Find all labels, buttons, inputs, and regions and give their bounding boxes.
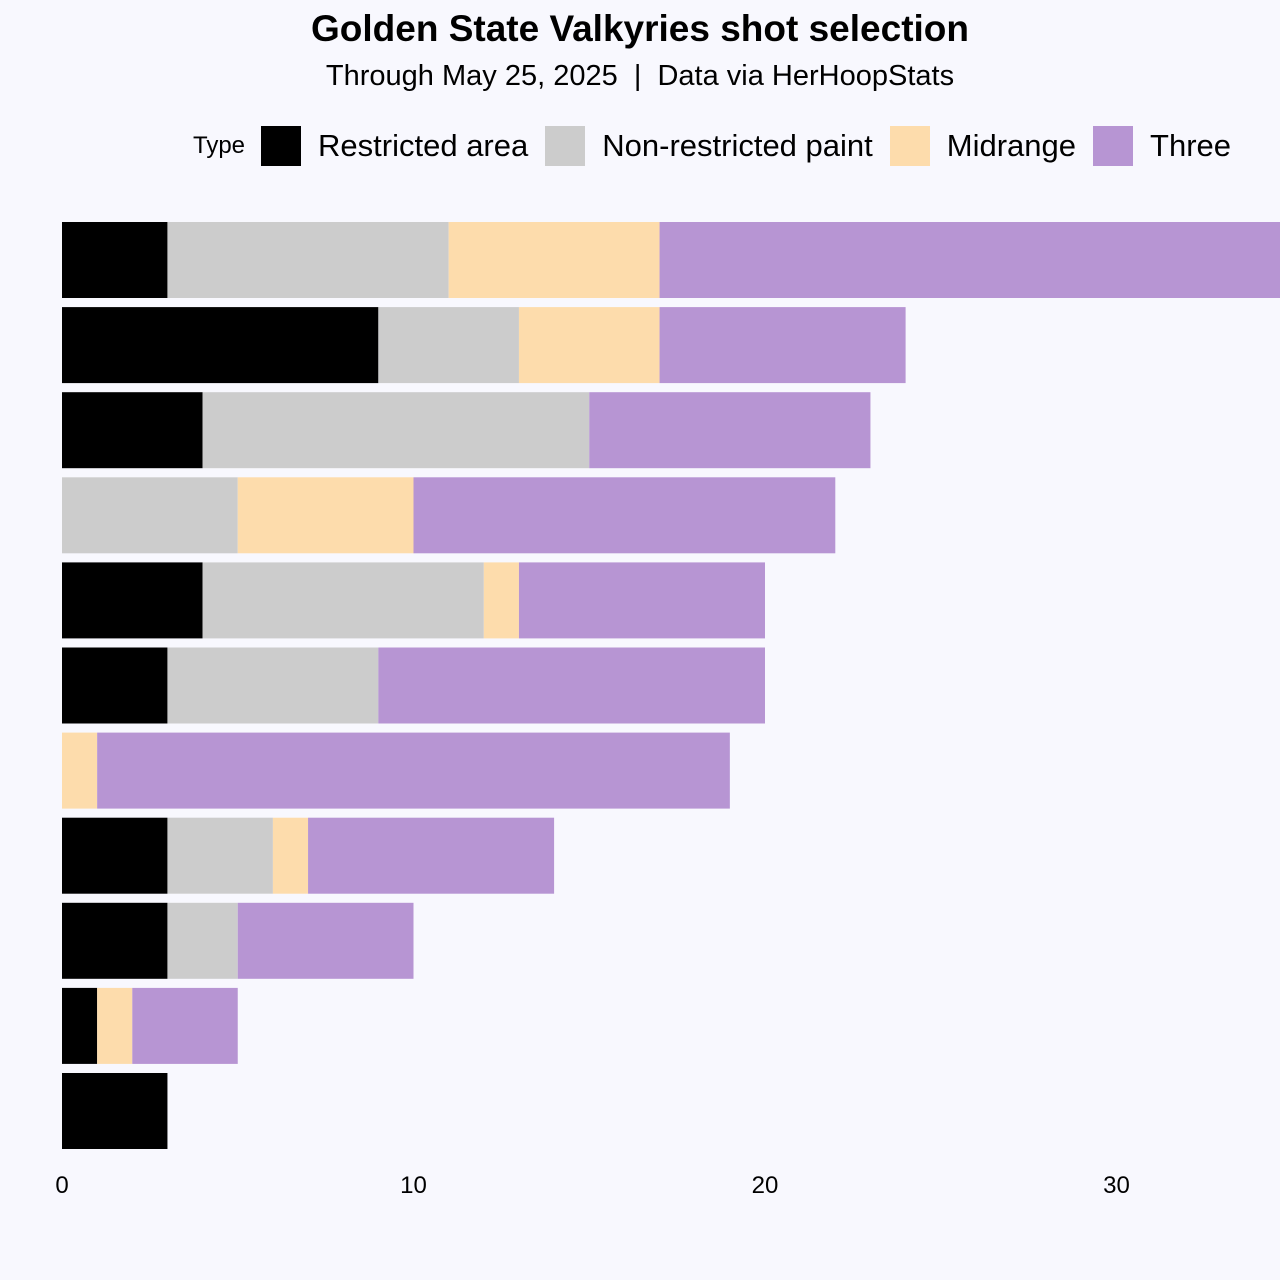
legend-label-restricted-area: Restricted area (318, 128, 529, 163)
bar-row5-three (518, 562, 765, 639)
bar-row1-non-restricted-paint (167, 222, 449, 298)
x-tick-label-30: 30 (1103, 1172, 1130, 1199)
bar-row8-restricted-area (62, 817, 168, 894)
bar-row10-restricted-area (62, 987, 98, 1064)
bar-row2-midrange (518, 307, 660, 384)
bar-row2-three (659, 307, 906, 384)
x-tick-label-0: 0 (55, 1172, 68, 1199)
bar-row7-three (97, 732, 730, 809)
bar-row6-three (378, 647, 765, 724)
bar-row1-midrange (448, 222, 660, 298)
bar-row2-restricted-area (62, 307, 379, 384)
bar-row5-non-restricted-paint (202, 562, 484, 639)
legend-swatch-midrange (889, 126, 930, 166)
bar-row11-restricted-area (62, 1073, 168, 1149)
legend-swatch-non-restricted-paint (545, 126, 586, 166)
legend-item-restricted-area: Restricted area (261, 126, 528, 166)
bar-row8-non-restricted-paint (167, 817, 273, 894)
chart-legend: Type Restricted area Non-restricted pain… (193, 125, 1248, 167)
legend-item-midrange: Midrange (889, 126, 1077, 166)
bar-row4-three (413, 477, 836, 554)
legend-title: Type (193, 132, 246, 159)
bar-row4-midrange (237, 477, 414, 554)
chart-subtitle: Through May 25, 2025 | Data via HerHoopS… (325, 60, 955, 92)
legend-label-three: Three (1150, 128, 1231, 163)
bar-row1-three (659, 222, 1280, 298)
bar-row8-midrange (272, 817, 309, 894)
bar-row8-three (308, 817, 555, 894)
legend-swatch-three (1093, 126, 1134, 166)
bar-row5-restricted-area (62, 562, 203, 639)
bar-row4-non-restricted-paint (62, 477, 238, 554)
bar-row3-non-restricted-paint (202, 392, 590, 469)
bar-row6-non-restricted-paint (167, 647, 379, 724)
legend-swatch-restricted-area (261, 126, 302, 166)
x-tick-label-20: 20 (752, 1172, 779, 1199)
bar-row10-three (132, 987, 238, 1064)
legend-item-three: Three (1093, 126, 1231, 166)
legend-label-midrange: Midrange (946, 128, 1077, 163)
chart-title: Golden State Valkyries shot selection (310, 8, 969, 49)
bar-row3-three (589, 392, 871, 469)
x-tick-label-10: 10 (400, 1172, 427, 1199)
bar-row2-non-restricted-paint (378, 307, 519, 384)
bar-row3-restricted-area (62, 392, 203, 469)
legend-item-non-restricted-paint: Non-restricted paint (545, 126, 873, 166)
legend-label-non-restricted-paint: Non-restricted paint (602, 128, 873, 163)
bar-row1-restricted-area (62, 222, 168, 298)
bar-row9-restricted-area (62, 902, 168, 979)
bar-row9-non-restricted-paint (167, 902, 238, 979)
bar-row10-midrange (97, 987, 133, 1064)
bar-row7-midrange (62, 732, 98, 809)
bar-row6-restricted-area (62, 647, 168, 724)
bar-row9-three (237, 902, 414, 979)
bar-row5-midrange (483, 562, 519, 639)
